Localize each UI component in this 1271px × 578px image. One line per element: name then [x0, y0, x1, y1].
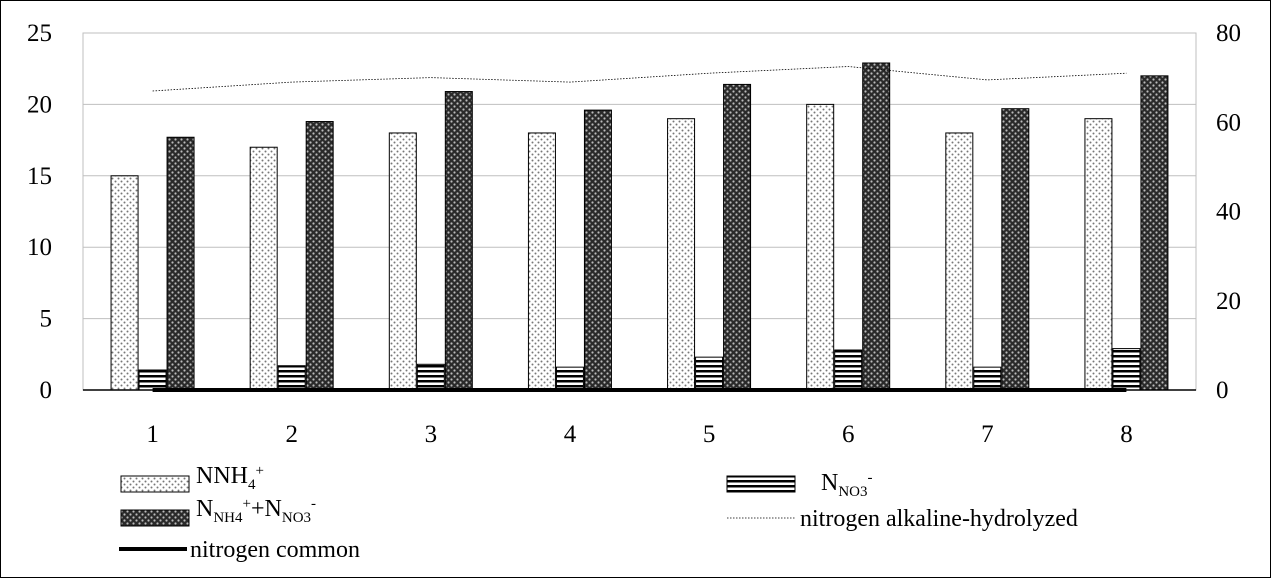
left-axis-ticks: 0 5 10 15 20 25: [27, 20, 52, 404]
legend-swatch-nh4: [120, 475, 190, 493]
bar-no3: [695, 356, 724, 391]
line-alk: [152, 66, 1127, 92]
bar-sum: [862, 62, 891, 391]
left-axis-tick-label: 20: [27, 91, 52, 118]
legend: NNH4+ NNH4++NNO3- nitrogen common NNO3- …: [119, 463, 1078, 563]
legend-item-alk: nitrogen alkaline-hydrolyzed: [727, 506, 1078, 532]
bar-sum: [444, 91, 473, 391]
right-axis-tick-label: 60: [1216, 109, 1241, 136]
bar-nh4: [388, 132, 417, 391]
x-axis-tick-label: 1: [146, 421, 159, 448]
x-axis-tick-label: 8: [1120, 421, 1133, 448]
bar-nh4: [945, 132, 974, 391]
bar-nh4: [667, 118, 696, 391]
legend-item-sum: NNH4++NNO3-: [120, 496, 316, 527]
bar-no3: [834, 349, 863, 391]
bar-no3: [277, 365, 306, 391]
bar-nh4: [806, 103, 835, 391]
bar-nh4: [527, 132, 556, 391]
bar-no3: [1112, 348, 1141, 391]
x-axis-tick-label: 4: [564, 421, 577, 448]
left-axis-tick-label: 5: [40, 306, 53, 333]
x-axis-tick-label: 7: [981, 421, 994, 448]
x-axis-tick-label: 6: [842, 421, 855, 448]
bar-nh4: [1084, 118, 1113, 391]
right-axis-tick-label: 40: [1216, 199, 1241, 226]
bars: [110, 62, 1169, 391]
bar-no3: [973, 366, 1002, 391]
legend-label-alk: nitrogen alkaline-hydrolyzed: [800, 506, 1078, 532]
bar-sum: [166, 136, 195, 391]
bar-sum: [305, 121, 334, 391]
legend-item-nh4: NNH4+: [120, 463, 264, 493]
bar-sum: [1001, 108, 1030, 391]
bar-nh4: [249, 146, 278, 391]
legend-label-no3: NNO3-: [821, 470, 873, 500]
legend-label-sum: NNH4++NNO3-: [196, 496, 316, 526]
right-axis-tick-label: 20: [1216, 288, 1241, 315]
legend-label-nh4: NNH4+: [196, 463, 264, 493]
legend-label-common: nitrogen common: [190, 537, 360, 563]
x-axis-ticks: 1 2 3 4 5 6 7 8: [146, 421, 1132, 448]
left-axis-tick-label: 0: [40, 377, 53, 404]
left-axis-tick-label: 25: [27, 20, 52, 47]
bar-nh4: [110, 175, 139, 391]
x-axis-tick-label: 5: [703, 421, 716, 448]
bar-sum: [583, 109, 612, 391]
bar-no3: [555, 366, 584, 391]
bar-no3: [138, 369, 167, 391]
series-lines: [152, 66, 1127, 392]
x-axis-tick-label: 2: [285, 421, 298, 448]
legend-swatch-no3: [726, 475, 796, 493]
bar-sum: [723, 83, 752, 391]
bar-no3: [416, 363, 445, 391]
right-axis-ticks: 0 20 40 60 80: [1216, 20, 1241, 404]
left-axis-tick-label: 15: [27, 163, 52, 190]
axes: [82, 32, 1197, 391]
x-axis-tick-label: 3: [425, 421, 438, 448]
legend-item-common: nitrogen common: [119, 537, 360, 563]
left-axis-tick-label: 10: [27, 234, 52, 261]
legend-swatch-sum: [120, 509, 190, 527]
bar-sum: [1140, 75, 1169, 391]
right-axis-tick-label: 80: [1216, 20, 1241, 47]
legend-item-no3: NNO3-: [726, 470, 873, 500]
right-axis-tick-label: 0: [1216, 377, 1229, 404]
